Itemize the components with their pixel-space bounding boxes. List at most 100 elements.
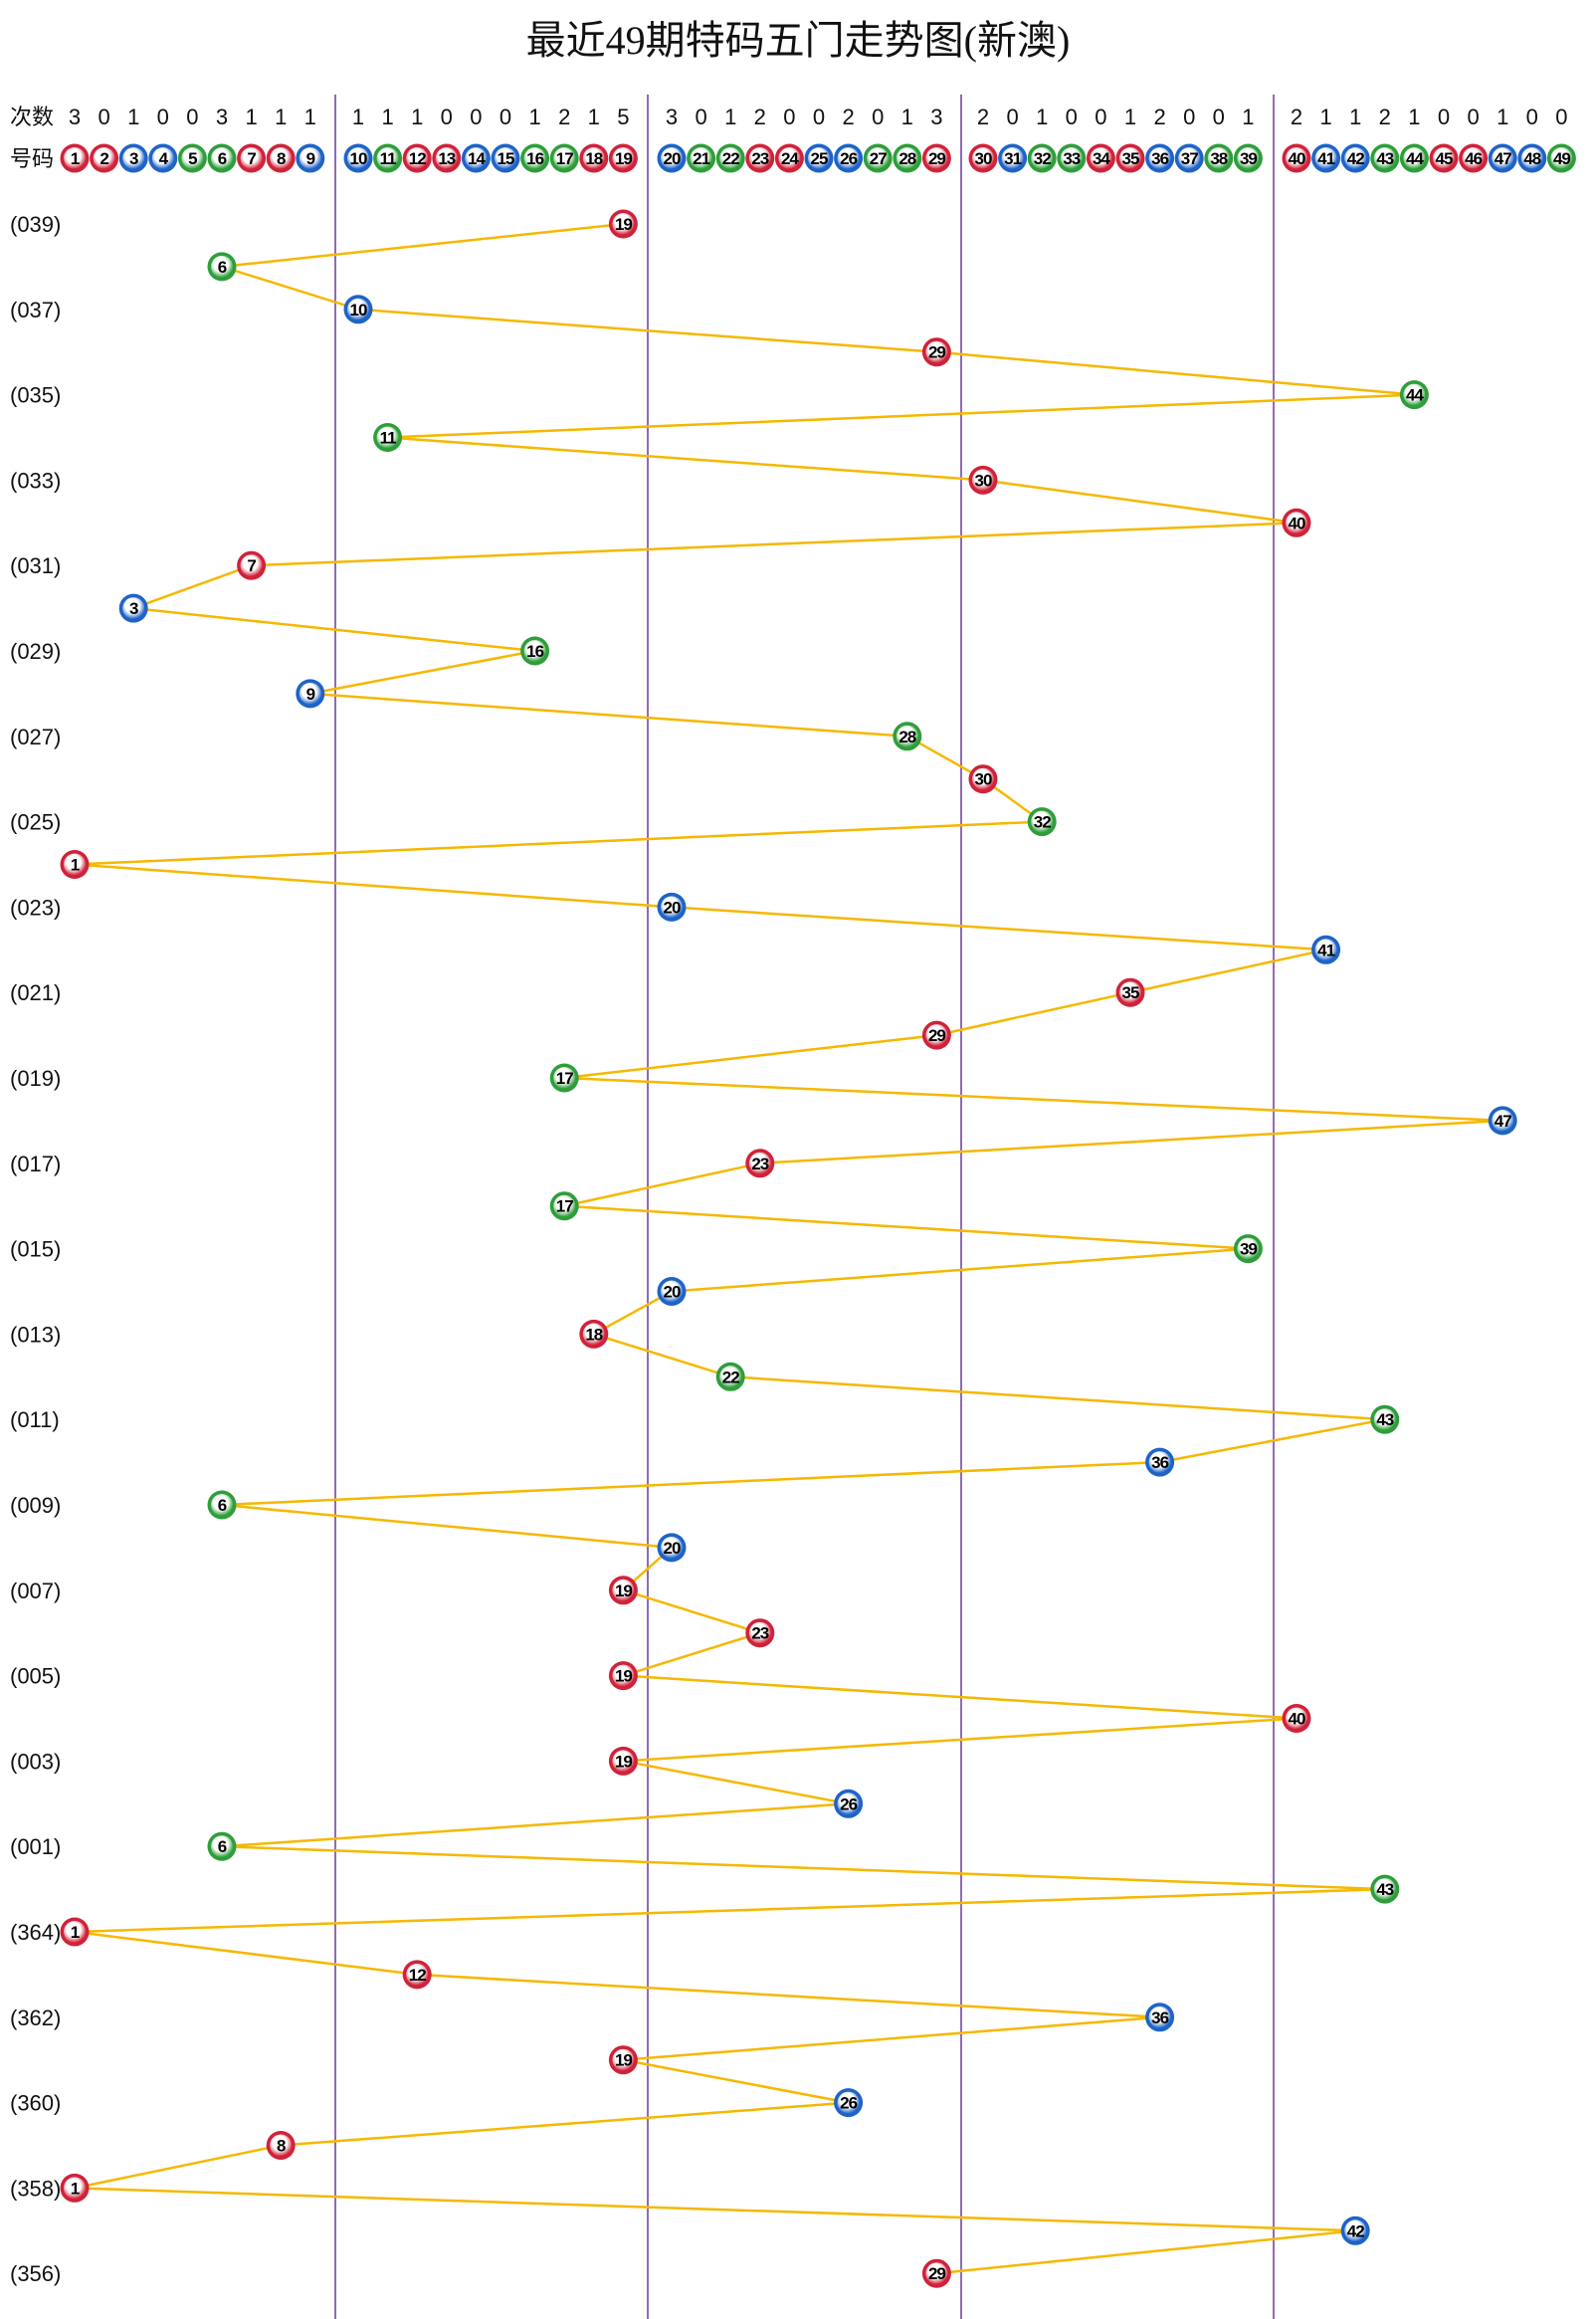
count-value-4: 0: [157, 105, 169, 129]
draw-ball: 36: [1145, 2003, 1175, 2032]
ball-number: 43: [1376, 1880, 1393, 1899]
ball-number: 36: [1151, 2008, 1168, 2027]
ball-number: 43: [1376, 1410, 1393, 1429]
ball-number: 35: [1122, 983, 1139, 1002]
count-value-1: 3: [69, 105, 81, 129]
draw-label: (017): [10, 1152, 61, 1176]
ball-face: [1148, 147, 1171, 169]
ball-number: 10: [350, 301, 367, 319]
header-ball-38: 38: [1204, 143, 1234, 173]
ball-number: 32: [1034, 813, 1051, 832]
draw-label: (364): [10, 1920, 61, 1945]
ball-number: 29: [928, 2264, 945, 2283]
draw-label: (035): [10, 383, 61, 408]
ball-number: 32: [1034, 149, 1051, 168]
draw-ball: 23: [745, 1618, 775, 1648]
draw-label: (358): [10, 2176, 61, 2201]
ball-face: [1286, 512, 1307, 534]
ball-face: [523, 147, 546, 169]
ball-number: 17: [556, 1197, 573, 1216]
draw-ball: 30: [968, 465, 998, 495]
ball-number: 39: [1240, 149, 1257, 168]
ball-face: [1433, 147, 1455, 169]
ball-face: [661, 1280, 683, 1303]
ball-number: 29: [928, 149, 945, 168]
header-ball-20: 20: [657, 143, 687, 173]
count-value-20: 3: [666, 105, 678, 129]
draw-ball: 20: [657, 1277, 687, 1306]
draw-label: (031): [10, 553, 61, 578]
ball-number: 12: [409, 149, 426, 168]
ball-face: [553, 147, 576, 169]
ball-number: 15: [498, 149, 514, 168]
ball-number: 6: [218, 1837, 227, 1856]
count-value-17: 2: [558, 105, 570, 129]
count-value-36: 2: [1153, 105, 1165, 129]
header-ball-18: 18: [579, 143, 609, 173]
header-ball-6: 6: [207, 143, 237, 173]
count-value-9: 1: [304, 105, 316, 129]
draw-ball: 43: [1370, 1874, 1400, 1904]
ball-number: 3: [129, 599, 138, 618]
ball-face: [612, 213, 635, 235]
count-value-21: 0: [695, 105, 706, 129]
count-value-10: 1: [352, 105, 364, 129]
ball-face: [211, 147, 233, 169]
header-ball-24: 24: [774, 143, 804, 173]
draw-ball: 41: [1311, 935, 1341, 964]
ball-face: [612, 2048, 635, 2071]
header-ball-15: 15: [491, 143, 520, 173]
draw-ball: 20: [657, 1533, 687, 1563]
header-ball-19: 19: [608, 143, 638, 173]
ball-number: 13: [438, 149, 455, 168]
ball-number: 22: [722, 149, 739, 168]
ball-face: [1373, 1408, 1396, 1431]
ball-number: 23: [751, 1624, 768, 1643]
ball-face: [376, 426, 399, 449]
ball-number: 38: [1210, 149, 1227, 168]
ball-face: [495, 147, 516, 169]
ball-face: [867, 147, 890, 169]
count-value-8: 1: [275, 105, 287, 129]
draw-label: (025): [10, 810, 61, 835]
ball-face: [1403, 147, 1426, 169]
ball-number: 23: [751, 149, 768, 168]
draw-ball: 28: [893, 722, 922, 751]
draw-ball: 7: [237, 550, 267, 580]
header-ball-22: 22: [715, 143, 745, 173]
ball-number: 9: [306, 149, 315, 168]
header-ball-33: 33: [1057, 143, 1087, 173]
ball-face: [1403, 383, 1426, 406]
count-value-38: 0: [1213, 105, 1225, 129]
header-ball-34: 34: [1086, 143, 1115, 173]
count-value-2: 0: [98, 105, 109, 129]
count-value-32: 1: [1036, 105, 1048, 129]
ball-face: [1286, 147, 1307, 169]
ball-number: 7: [247, 149, 256, 168]
header-ball-14: 14: [461, 143, 491, 173]
header-ball-3: 3: [118, 143, 148, 173]
ball-face: [270, 2134, 293, 2157]
ball-face: [1520, 147, 1543, 169]
ball-number: 8: [277, 149, 286, 168]
ball-number: 12: [409, 1966, 426, 1985]
draw-ball: 11: [373, 423, 403, 452]
header-ball-40: 40: [1282, 143, 1311, 173]
draw-ball: 9: [296, 679, 325, 709]
ball-number: 48: [1523, 149, 1540, 168]
ball-face: [1344, 147, 1367, 169]
ball-face: [1237, 1237, 1260, 1260]
ball-number: 20: [664, 898, 681, 917]
draw-ball: 30: [968, 764, 998, 794]
draw-label: (015): [10, 1237, 61, 1262]
ball-number: 47: [1495, 149, 1511, 168]
count-label: 次数: [10, 105, 54, 129]
ball-face: [406, 147, 429, 169]
count-value-24: 0: [783, 105, 795, 129]
header-ball-42: 42: [1340, 143, 1370, 173]
ball-number: 3: [129, 149, 138, 168]
ball-face: [661, 147, 683, 169]
ball-face: [1550, 147, 1573, 169]
ball-face: [1373, 1878, 1396, 1901]
count-value-18: 1: [588, 105, 600, 129]
